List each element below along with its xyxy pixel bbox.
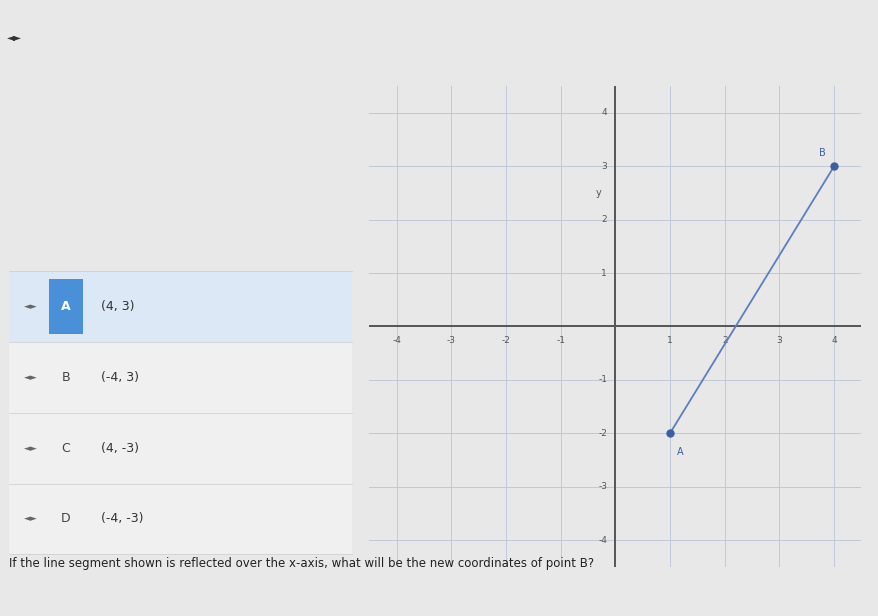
Text: -1: -1 [597, 375, 607, 384]
Text: ◄►: ◄► [24, 373, 38, 382]
Text: -2: -2 [598, 429, 607, 438]
Text: -2: -2 [501, 336, 510, 345]
Text: (4, -3): (4, -3) [101, 442, 139, 455]
Text: D: D [61, 513, 70, 525]
Text: -1: -1 [556, 336, 565, 345]
Text: (4, 3): (4, 3) [101, 300, 134, 313]
Text: y: y [595, 188, 601, 198]
Text: -3: -3 [597, 482, 607, 491]
Text: A: A [61, 300, 70, 313]
Text: (-4, 3): (-4, 3) [101, 371, 139, 384]
Text: A: A [676, 447, 682, 456]
Text: (-4, -3): (-4, -3) [101, 513, 143, 525]
Text: -3: -3 [446, 336, 455, 345]
Text: 2: 2 [721, 336, 727, 345]
Text: C: C [61, 442, 70, 455]
Text: If the line segment shown is reflected over the x-axis, what will be the new coo: If the line segment shown is reflected o… [9, 557, 594, 570]
Text: -4: -4 [598, 535, 607, 545]
Text: 4: 4 [831, 336, 836, 345]
Text: 2: 2 [601, 215, 607, 224]
Text: 1: 1 [666, 336, 672, 345]
Text: 3: 3 [775, 336, 781, 345]
Text: ◄►: ◄► [7, 32, 22, 42]
Text: -4: -4 [392, 336, 400, 345]
Text: B: B [61, 371, 70, 384]
Text: B: B [818, 148, 825, 158]
Text: ◄►: ◄► [24, 302, 38, 311]
Text: 1: 1 [601, 269, 607, 278]
Text: 3: 3 [601, 162, 607, 171]
Text: 4: 4 [601, 108, 607, 118]
Text: ◄►: ◄► [24, 514, 38, 524]
Text: ◄►: ◄► [24, 444, 38, 453]
